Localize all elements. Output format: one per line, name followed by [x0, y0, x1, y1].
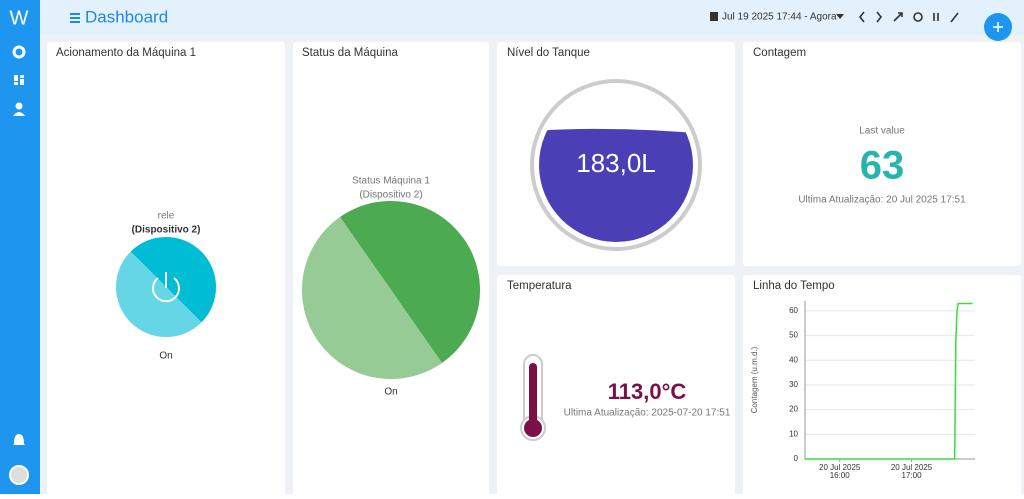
line-series	[805, 302, 973, 460]
temperature-value: 113,0°C	[608, 379, 687, 404]
switch-button[interactable]	[115, 251, 202, 338]
toolbar-icons[interactable]	[858, 11, 959, 23]
y-tick-label: 20	[789, 405, 798, 414]
temperature-updated: Ultima Atualização: 2025-07-20 17:51	[564, 408, 731, 419]
thermometer-level	[524, 419, 542, 437]
y-tick-label: 40	[789, 355, 798, 364]
status-device: (Dispositivo 2)	[359, 190, 422, 201]
value-caption: Last value	[859, 126, 905, 137]
y-axis-label: Contagem (u.m.d.)	[750, 346, 759, 413]
add-icon	[993, 22, 1003, 32]
count-updated: Ultima Atualização: 20 Jul 2025 17:51	[798, 195, 966, 206]
user-icon[interactable]	[13, 102, 25, 117]
card-title: Linha do Tempo	[753, 280, 835, 292]
y-tick-label: 30	[789, 380, 798, 389]
menu-icon[interactable]	[70, 13, 80, 23]
switch-device: (Dispositivo 2)	[132, 225, 201, 236]
tank-value: 183,0L	[576, 148, 656, 178]
x-tick-label: 16:00	[830, 471, 851, 480]
x-tick-label: 20 Jul 2025	[819, 463, 861, 472]
tank-fill	[539, 128, 693, 242]
status-indicator	[340, 200, 481, 363]
card-title: Temperatura	[507, 280, 572, 292]
y-tick-label: 0	[794, 454, 799, 463]
time-range[interactable]: Jul 19 2025 17:44 - Agora	[722, 12, 837, 23]
top-bar	[40, 0, 1024, 35]
notification-icon[interactable]	[13, 434, 25, 445]
thermometer-level	[529, 363, 537, 429]
card-title: Acionamento da Máquina 1	[56, 47, 196, 59]
y-tick-label: 10	[789, 429, 798, 438]
y-tick-label: 50	[789, 331, 798, 340]
card-title: Contagem	[753, 47, 806, 59]
dropdown-icon[interactable]	[836, 14, 844, 19]
card-title: Nível do Tanque	[507, 47, 590, 59]
power-icon	[152, 272, 180, 303]
logo[interactable]: W	[10, 7, 29, 29]
sidebar	[0, 0, 40, 494]
dashboard-icon[interactable]	[14, 75, 24, 85]
calendar-icon[interactable]	[710, 12, 718, 21]
card-title: Status da Máquina	[302, 47, 399, 59]
count-value: 63	[860, 144, 905, 188]
status-indicator	[301, 217, 442, 380]
switch-button[interactable]	[130, 236, 217, 323]
status-label: Status Máquina 1	[352, 176, 430, 187]
x-tick-label: 17:00	[902, 471, 923, 480]
status-state: On	[384, 387, 397, 398]
x-tick-label: 20 Jul 2025	[891, 463, 933, 472]
avatar[interactable]	[9, 465, 29, 485]
switch-state: On	[159, 351, 172, 362]
switch-label: rele	[158, 211, 175, 222]
y-tick-label: 60	[789, 306, 798, 315]
settings-icon[interactable]	[12, 45, 26, 59]
cards	[47, 42, 1021, 499]
page-title: Dashboard	[85, 7, 168, 26]
